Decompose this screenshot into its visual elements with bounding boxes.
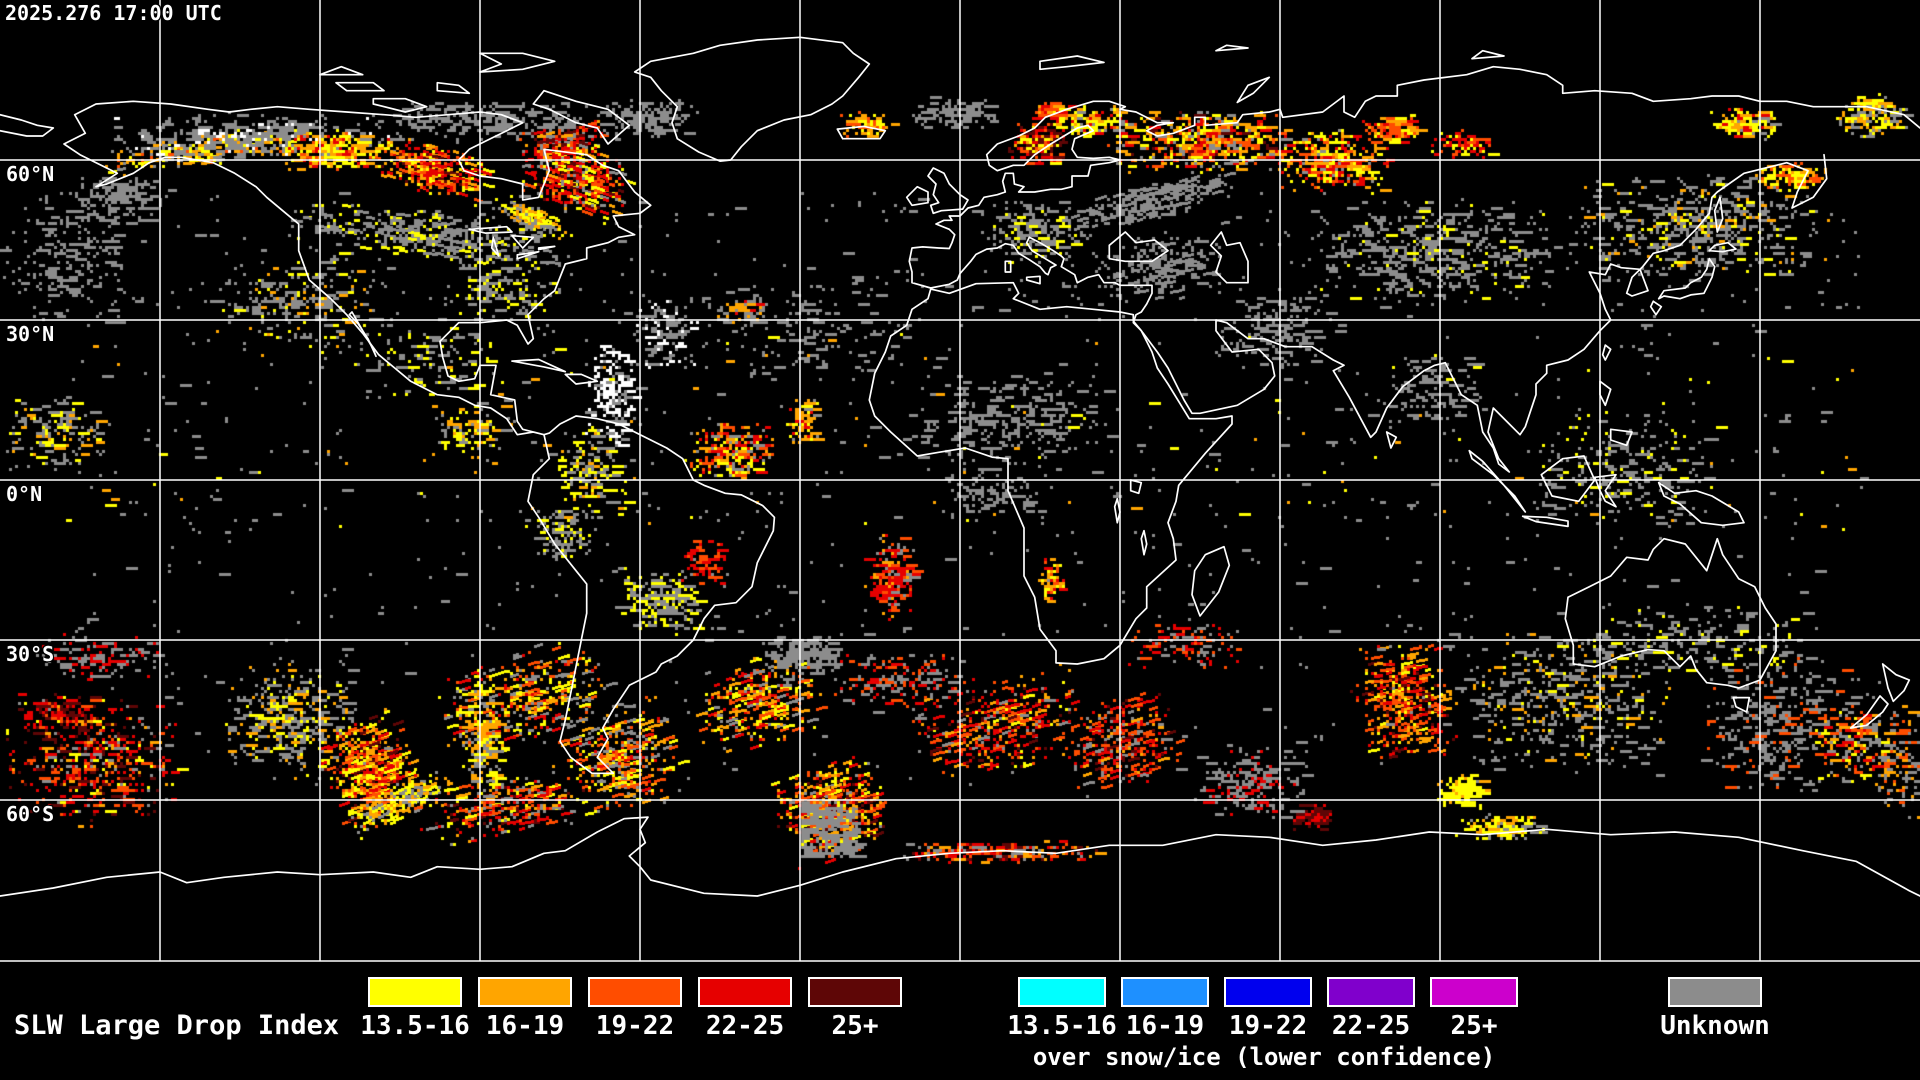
coastline [1657,257,1716,300]
coastline [335,81,385,92]
coastline [1140,529,1148,556]
legend-range-label-cold-2: 19-22 [1228,1011,1308,1041]
legend-swatch-unknown-unknown [1668,977,1762,1007]
legend-range-label-warm-4: 25+ [831,1011,879,1041]
coastline [1657,481,1745,527]
coastline [868,281,1233,665]
coastline [1004,260,1012,273]
coastline [905,185,929,207]
coastline [1468,449,1527,513]
legend-swatch-cold-1619 [1121,977,1209,1007]
graticule [0,0,1920,962]
coastline [1649,300,1663,316]
legend-swatch-warm-1619 [478,977,572,1007]
legend-range-label-warm-0: 13.5-16 [360,1011,470,1041]
legend-range-label-cold-0: 13.5-16 [1007,1011,1117,1041]
legend-range-label-cold-4: 25+ [1450,1011,1498,1041]
legend-range-label-warm-1: 16-19 [485,1011,565,1041]
latitude-label-0n: 0°N [6,482,43,506]
coastlines [0,36,1920,897]
coastline [564,373,599,385]
coastline [1849,695,1889,729]
coastline [1732,696,1751,713]
coastline [633,36,871,162]
latitude-label-60s: 60°S [6,802,55,826]
coastline [1601,344,1612,361]
legend-swatch-warm-25+ [808,977,902,1007]
coastline [348,311,377,358]
latitude-label-30n: 30°N [6,322,55,346]
coastline [490,236,500,257]
coastline [1108,231,1169,263]
coastline [537,245,556,251]
legend-subtitle: over snow/ice (lower confidence) [1032,1043,1496,1071]
coastline [1236,76,1271,104]
coastline [319,65,364,76]
timestamp-label: 2025.276 17:00 UTC [5,1,222,25]
coastline [479,52,556,73]
coastline [1521,515,1569,528]
coastline [1209,231,1249,284]
legend-swatch-cold-1922 [1224,977,1312,1007]
legend-swatch-warm-1922 [588,977,682,1007]
coastline [527,415,776,775]
legend-range-label-cold-1: 16-19 [1125,1011,1205,1041]
coastline [468,225,513,234]
coastline [1385,431,1398,449]
coastline [927,167,969,215]
legend-range-label-warm-3: 22-25 [705,1011,785,1041]
legend-swatch-warm-2225 [698,977,792,1007]
coastline [1471,49,1505,60]
coastline [1540,455,1596,503]
coastline [1129,479,1143,495]
coastline [372,97,428,113]
latitude-label-60n: 60°N [6,162,55,186]
legend-swatch-cold-13516 [1018,977,1106,1007]
coastline [1564,537,1777,689]
coastline [1191,545,1231,617]
coastline [1881,663,1911,703]
legend-range-label-cold-3: 22-25 [1331,1011,1411,1041]
coastline [0,816,1920,897]
coastline [1599,380,1612,407]
coastline [436,81,471,95]
coastline [511,234,535,249]
coastline [1215,44,1249,52]
coastline [1025,275,1041,285]
coastline [1708,241,1737,253]
coastline [836,125,887,140]
coastline [908,65,1920,289]
legend-title: SLW Large Drop Index [14,1010,340,1041]
latitude-label-30s: 30°S [6,642,55,666]
coastline [516,250,540,260]
coastline [1113,497,1121,524]
coastline [0,113,55,137]
legend-swatch-cold-25+ [1430,977,1518,1007]
coastline [1713,196,1724,233]
coastline [63,100,652,436]
coastline [1609,428,1633,447]
legend-range-label-warm-2: 19-22 [595,1011,675,1041]
legend-swatch-cold-2225 [1327,977,1415,1007]
legend-swatch-warm-13516 [368,977,462,1007]
coastline [929,153,1828,473]
world-map [0,0,1920,962]
coastline [532,89,631,145]
coastline [511,358,567,373]
coastline [1039,55,1105,71]
legend-range-label-unknown-0: Unknown [1660,1011,1770,1041]
